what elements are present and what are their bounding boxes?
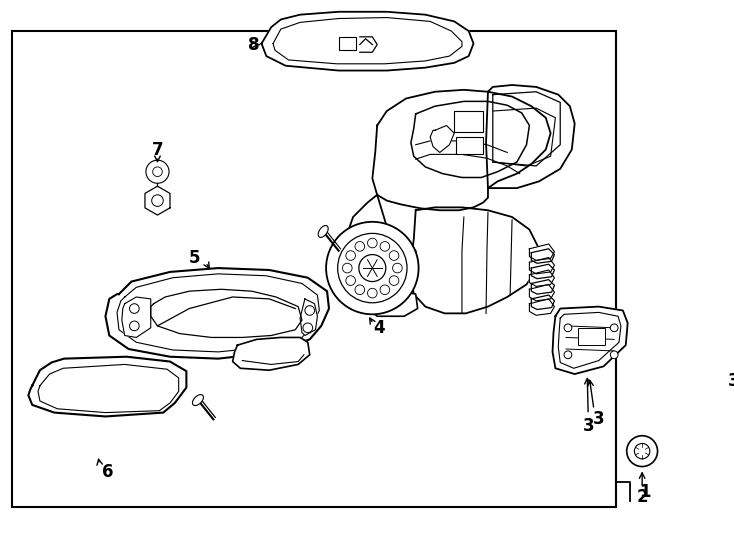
Polygon shape: [411, 102, 529, 178]
Bar: [578, 328, 605, 345]
Polygon shape: [486, 85, 575, 188]
Circle shape: [380, 241, 390, 251]
Circle shape: [389, 251, 399, 260]
Polygon shape: [261, 12, 473, 71]
Circle shape: [355, 285, 365, 295]
Circle shape: [634, 443, 650, 459]
Polygon shape: [346, 195, 415, 285]
Circle shape: [338, 233, 407, 303]
Ellipse shape: [319, 226, 328, 238]
Text: 8: 8: [248, 36, 260, 53]
Text: 3: 3: [584, 417, 595, 435]
Circle shape: [146, 160, 169, 183]
Polygon shape: [233, 338, 310, 370]
Polygon shape: [410, 207, 539, 313]
Text: 7: 7: [152, 140, 163, 159]
Circle shape: [564, 351, 572, 359]
Bar: [454, 111, 483, 132]
Text: 1: 1: [639, 483, 651, 501]
Polygon shape: [150, 289, 302, 338]
Circle shape: [611, 351, 618, 359]
Circle shape: [346, 251, 355, 260]
Polygon shape: [106, 268, 329, 359]
Text: 3: 3: [728, 372, 734, 390]
Circle shape: [564, 324, 572, 332]
Circle shape: [368, 288, 377, 298]
Polygon shape: [529, 299, 554, 315]
Polygon shape: [430, 125, 454, 152]
Polygon shape: [553, 307, 628, 374]
Ellipse shape: [192, 395, 203, 406]
Circle shape: [393, 264, 402, 273]
Text: 5: 5: [189, 249, 200, 267]
Circle shape: [611, 324, 618, 332]
Polygon shape: [122, 297, 150, 338]
Circle shape: [355, 241, 365, 251]
Polygon shape: [529, 258, 554, 274]
Circle shape: [368, 238, 377, 248]
Circle shape: [359, 254, 386, 281]
Circle shape: [627, 436, 658, 467]
Polygon shape: [529, 244, 554, 260]
Bar: [338, 37, 356, 50]
Polygon shape: [531, 249, 554, 264]
Polygon shape: [531, 295, 554, 309]
Circle shape: [346, 276, 355, 286]
Bar: [456, 137, 483, 154]
Polygon shape: [300, 299, 317, 335]
Text: 2: 2: [636, 488, 648, 507]
Polygon shape: [531, 264, 554, 279]
Circle shape: [129, 303, 139, 313]
Polygon shape: [531, 280, 554, 294]
Polygon shape: [529, 270, 554, 286]
Circle shape: [343, 264, 352, 273]
Bar: [12, 31, 616, 507]
Circle shape: [152, 195, 163, 206]
Polygon shape: [363, 275, 418, 316]
Circle shape: [389, 276, 399, 286]
Text: 6: 6: [101, 463, 113, 481]
Circle shape: [129, 321, 139, 330]
Text: 4: 4: [374, 319, 385, 337]
Circle shape: [380, 285, 390, 295]
Circle shape: [303, 323, 313, 333]
Circle shape: [153, 167, 162, 177]
Polygon shape: [145, 186, 170, 215]
Polygon shape: [372, 90, 550, 210]
Polygon shape: [29, 357, 186, 416]
Circle shape: [305, 306, 315, 315]
Circle shape: [326, 222, 418, 314]
Text: 3: 3: [593, 410, 605, 428]
Polygon shape: [529, 285, 554, 301]
